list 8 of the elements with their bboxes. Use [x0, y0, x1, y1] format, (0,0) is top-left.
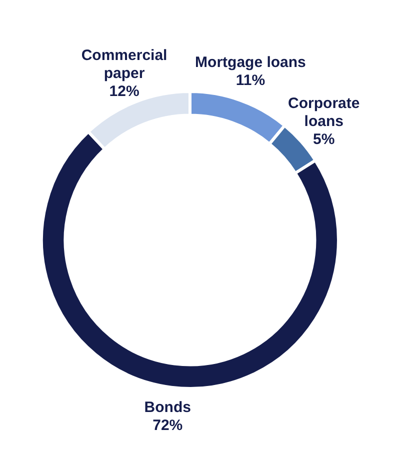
- data-label: 12%: [109, 83, 140, 100]
- data-label: 5%: [313, 131, 335, 148]
- data-label: 72%: [152, 417, 183, 434]
- slice-label: Mortgage loans: [195, 54, 306, 72]
- slice-label: Commercial paper: [81, 47, 168, 82]
- slice-label: Bonds: [144, 399, 191, 416]
- data-label: 11%: [236, 72, 266, 90]
- slice-label: Corporate loans: [288, 95, 360, 130]
